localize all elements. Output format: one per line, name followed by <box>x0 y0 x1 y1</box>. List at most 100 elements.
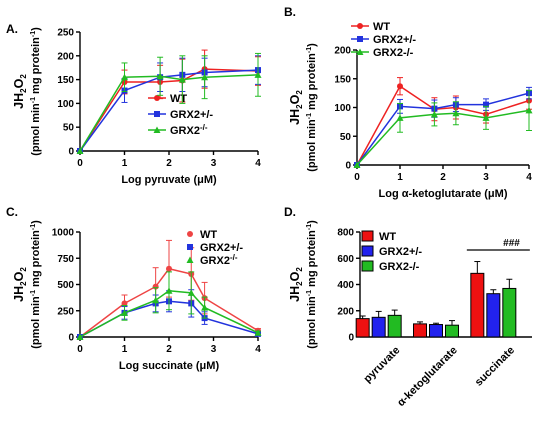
y-tick-label: 50 <box>340 132 352 143</box>
legend-label: GRX2-/- <box>170 123 208 137</box>
data-point <box>525 106 533 114</box>
x-tick-label: 3 <box>483 172 489 183</box>
legend-marker <box>154 95 160 101</box>
legend-label: GRX2+/- <box>200 242 243 254</box>
panel-letter: C. <box>6 205 18 219</box>
legend-label: GRX2+/- <box>379 246 422 258</box>
x-tick-label: 0 <box>77 158 83 169</box>
series-grx2: GRX2+/- <box>77 55 261 154</box>
y-tick-label: 200 <box>57 51 74 62</box>
panel-letter: D. <box>284 205 296 219</box>
series-grx2: GRX2-/- <box>351 47 533 168</box>
legend-marker <box>187 231 193 237</box>
bar-wt-succinate <box>470 272 485 338</box>
data-point <box>76 333 84 340</box>
legend-marker <box>187 244 193 250</box>
panel-d: D. 0 200 400 600 800 JH2O2(pmol min-1 mg prote… <box>284 205 532 409</box>
bar-grx2-succinate <box>502 287 517 338</box>
x-tick-label: 3 <box>211 344 217 355</box>
data-point <box>121 309 128 316</box>
y-axis-title: JH2O2(pmol min-1 mg protein-1) <box>288 43 318 172</box>
data-point <box>396 114 404 121</box>
data-point <box>430 110 438 118</box>
legend-swatch-grx2 <box>361 245 374 257</box>
x-axis-title: Log pyruvate (μM) <box>121 174 217 186</box>
legend-marker <box>153 126 161 133</box>
data-point <box>152 296 160 304</box>
data-point <box>121 73 128 81</box>
bar-grx2-pyruvate <box>387 314 402 338</box>
x-tick-label: 2 <box>440 172 446 183</box>
y-tick-label: 150 <box>334 74 351 85</box>
category-label-pyruvate: pyruvate <box>362 344 403 385</box>
x-tick-label: 0 <box>77 344 83 355</box>
legend-marker <box>356 48 364 55</box>
category-label-succinate: succinate <box>473 344 517 388</box>
x-tick-label: 2 <box>166 344 172 355</box>
bar-wt-ketoglutarate <box>413 323 427 338</box>
x-axis-title: Log α-ketoglutarate (μM) <box>379 188 508 200</box>
y-axis-title-line1: JH2O2 <box>12 74 28 109</box>
panel-letter: B. <box>284 5 296 19</box>
data-point <box>452 109 460 117</box>
data-point <box>353 161 361 168</box>
y-tick-label: 50 <box>63 123 75 134</box>
bar-grx2-succinate <box>486 293 501 338</box>
series-line <box>356 85 530 166</box>
y-axis-title-line2: (pmol min-1 mg protein-1) <box>30 27 42 156</box>
x-tick-label: 2 <box>166 158 172 169</box>
series-grx2: GRX2-/- <box>76 52 262 154</box>
data-point <box>165 287 173 294</box>
legend-swatch-grx2 <box>361 260 374 272</box>
series-line <box>79 74 259 152</box>
y-axis-title-line2: (pmol min-1 mg protein-1) <box>30 220 42 349</box>
legend-label: WT <box>200 229 217 241</box>
y-tick-label: 0 <box>345 161 351 172</box>
y-axis-title-line2: (pmol min-1 mg protein-1) <box>306 220 318 349</box>
y-tick-label: 750 <box>57 254 74 265</box>
y-tick-label: 250 <box>57 306 74 317</box>
data-point <box>483 101 489 108</box>
bar-grx2-ketoglutarate <box>445 324 459 338</box>
y-tick-label: 800 <box>337 228 354 239</box>
data-point <box>178 76 186 83</box>
data-point <box>254 329 262 336</box>
x-tick-label: 1 <box>122 158 128 169</box>
x-tick-label: 1 <box>122 344 128 355</box>
panel-a: A. 0 50 100 150 200 250 JH2O2(pmol min-1 mg pro… <box>6 22 262 186</box>
y-axis-title-line1: JH2O2 <box>288 267 304 302</box>
y-tick-label: 250 <box>57 28 74 39</box>
x-tick-label: 0 <box>354 172 360 183</box>
bar-grx2-ketoglutarate <box>429 324 443 338</box>
data-point <box>156 72 164 80</box>
x-axis-title: Log succinate (μM) <box>119 360 220 372</box>
y-tick-label: 0 <box>68 333 74 344</box>
data-point <box>254 71 262 78</box>
data-point <box>201 304 209 311</box>
y-axis-title: JH2O2(pmol min-1 mg protein-1) <box>12 27 42 156</box>
y-tick-label: 100 <box>334 103 351 114</box>
data-point <box>201 73 209 81</box>
series-line <box>79 69 259 152</box>
y-tick-label: 200 <box>334 46 351 57</box>
legend-label: WT <box>170 93 187 105</box>
y-tick-label: 100 <box>57 99 74 110</box>
data-point <box>121 300 128 307</box>
legend-marker <box>154 111 160 117</box>
y-tick-label: 500 <box>57 280 74 291</box>
y-axis-title: JH2O2(pmol min-1 mg protein-1) <box>12 220 42 349</box>
legend-label: GRX2-/- <box>200 253 238 267</box>
y-tick-label: 150 <box>57 75 74 86</box>
series-line <box>356 92 530 166</box>
bar-wt-pyruvate <box>355 318 370 338</box>
series-line <box>79 68 259 152</box>
panel-letter: A. <box>6 22 18 36</box>
panel-c: C. 0 250 500 750 1000 JH2O2(pmol min-1 mg prot… <box>6 205 262 372</box>
series-grx2: GRX2-/- <box>76 253 262 340</box>
y-axis-title-line1: JH2O2 <box>12 267 28 302</box>
y-tick-label: 0 <box>68 147 74 158</box>
y-tick-label: 0 <box>348 333 354 344</box>
y-tick-label: 1000 <box>52 228 75 239</box>
legend-label: GRX2+/- <box>170 109 213 121</box>
